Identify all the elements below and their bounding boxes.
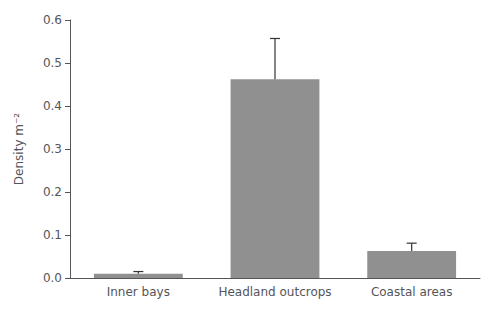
- svg-text:0.0: 0.0: [43, 271, 62, 285]
- svg-text:Inner bays: Inner bays: [107, 285, 170, 299]
- svg-text:Headland outcrops: Headland outcrops: [218, 285, 331, 299]
- svg-text:Coastal areas: Coastal areas: [371, 285, 453, 299]
- svg-text:0.4: 0.4: [43, 99, 62, 113]
- svg-text:0.5: 0.5: [43, 56, 62, 70]
- svg-text:0.1: 0.1: [43, 228, 62, 242]
- svg-text:Density m⁻²: Density m⁻²: [12, 113, 26, 185]
- svg-text:0.3: 0.3: [43, 142, 62, 156]
- svg-text:0.2: 0.2: [43, 185, 62, 199]
- svg-text:0.6: 0.6: [43, 13, 62, 27]
